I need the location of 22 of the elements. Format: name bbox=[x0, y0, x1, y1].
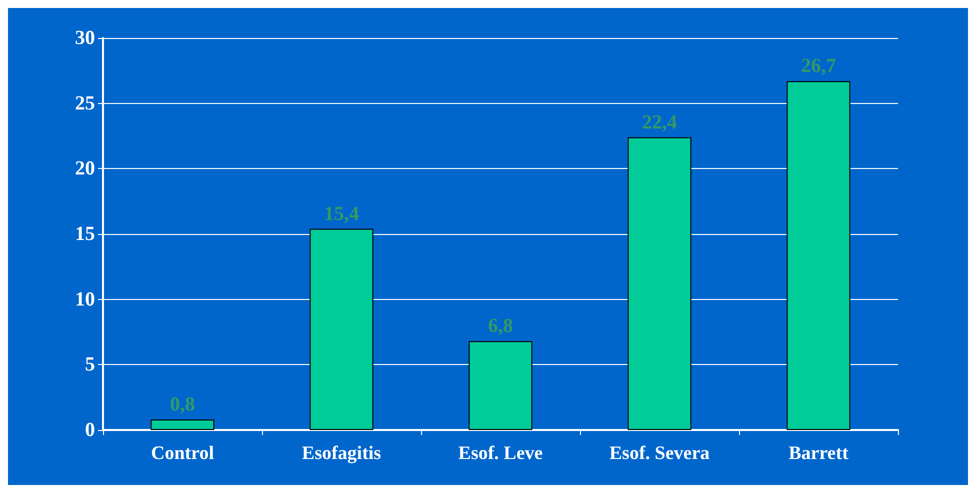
x-tick-label: Esof. Severa bbox=[609, 443, 710, 464]
y-tick-label: 20 bbox=[75, 158, 95, 180]
data-label: 0,8 bbox=[170, 394, 195, 416]
y-tick-label: 15 bbox=[75, 223, 95, 245]
y-tick-label: 10 bbox=[75, 288, 95, 310]
y-tick-label: 30 bbox=[75, 27, 95, 49]
bar bbox=[628, 137, 692, 430]
data-label: 15,4 bbox=[324, 202, 359, 225]
y-tick-label: 25 bbox=[75, 92, 95, 114]
bar bbox=[310, 228, 374, 430]
x-tick-label: Esofagitis bbox=[302, 443, 382, 464]
y-tick-label: 0 bbox=[85, 419, 95, 441]
bar bbox=[150, 420, 214, 430]
x-tick-label: Control bbox=[151, 443, 214, 464]
x-tick-label: Barrett bbox=[788, 443, 850, 464]
bar bbox=[786, 81, 850, 430]
bar bbox=[468, 341, 532, 430]
y-tick-label: 5 bbox=[85, 354, 95, 376]
data-label: 22,4 bbox=[642, 111, 677, 134]
x-tick-label: Esof. Leve bbox=[458, 443, 543, 464]
data-label: 26,7 bbox=[801, 55, 836, 78]
data-label: 6,8 bbox=[488, 315, 513, 338]
